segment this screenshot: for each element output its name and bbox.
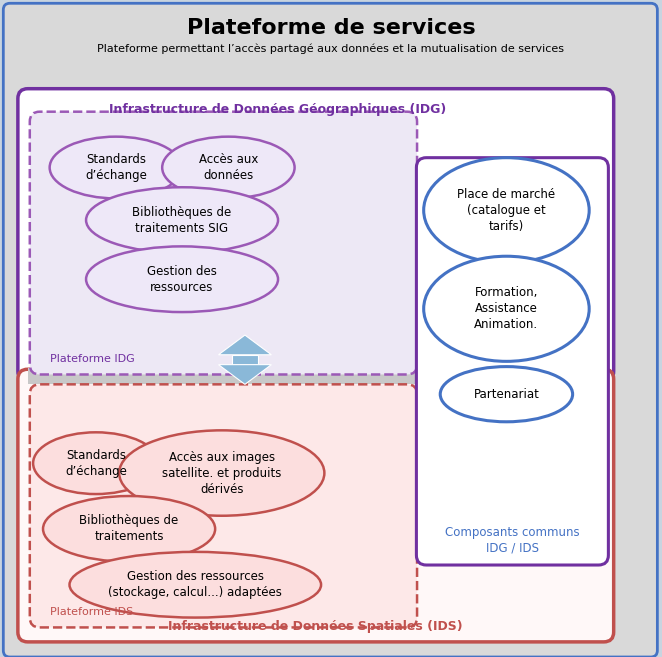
Text: Plateforme permettant l’accès partagé aux données et la mutualisation de service: Plateforme permettant l’accès partagé au… xyxy=(97,43,565,54)
Text: Standards
d’échange: Standards d’échange xyxy=(65,449,127,478)
FancyBboxPatch shape xyxy=(30,384,417,627)
Ellipse shape xyxy=(424,158,589,263)
Ellipse shape xyxy=(33,432,159,494)
Ellipse shape xyxy=(50,137,182,198)
Text: Composants communs
IDG / IDS: Composants communs IDG / IDS xyxy=(445,526,580,554)
Text: Standards
d’échange: Standards d’échange xyxy=(85,153,147,182)
FancyBboxPatch shape xyxy=(416,158,608,565)
Text: Plateforme de services: Plateforme de services xyxy=(187,18,475,37)
Text: Gestion des ressources
(stockage, calcul...) adaptées: Gestion des ressources (stockage, calcul… xyxy=(109,570,282,599)
Ellipse shape xyxy=(43,496,215,562)
Text: Infrastructure de Données Spatiales (IDS): Infrastructure de Données Spatiales (IDS… xyxy=(168,620,463,633)
Text: Formation,
Assistance
Animation.: Formation, Assistance Animation. xyxy=(475,286,538,331)
Ellipse shape xyxy=(440,367,573,422)
Ellipse shape xyxy=(86,187,278,253)
Polygon shape xyxy=(218,365,271,384)
Text: Infrastructure de Données Géographiques (IDG): Infrastructure de Données Géographiques … xyxy=(109,103,447,116)
Text: Partenariat: Partenariat xyxy=(473,388,540,401)
Text: Bibliothèques de
traitements SIG: Bibliothèques de traitements SIG xyxy=(132,206,232,235)
Ellipse shape xyxy=(424,256,589,361)
Text: Bibliothèques de
traitements: Bibliothèques de traitements xyxy=(79,514,179,543)
Text: Accès aux
données: Accès aux données xyxy=(199,153,258,182)
Ellipse shape xyxy=(162,137,295,198)
Text: Place de marché
(catalogue et
tarifs): Place de marché (catalogue et tarifs) xyxy=(457,188,555,233)
Text: Accès aux images
satellite. et produits
dérivés: Accès aux images satellite. et produits … xyxy=(162,451,281,495)
Text: Gestion des
ressources: Gestion des ressources xyxy=(147,265,217,294)
Ellipse shape xyxy=(86,246,278,312)
FancyBboxPatch shape xyxy=(30,112,417,374)
Ellipse shape xyxy=(70,552,321,618)
Text: Plateforme IDS: Plateforme IDS xyxy=(50,607,133,618)
FancyBboxPatch shape xyxy=(3,3,657,657)
Text: Plateforme IDG: Plateforme IDG xyxy=(50,353,134,364)
FancyBboxPatch shape xyxy=(28,368,440,384)
Polygon shape xyxy=(232,355,258,365)
Polygon shape xyxy=(218,335,271,355)
Ellipse shape xyxy=(119,430,324,516)
FancyBboxPatch shape xyxy=(18,89,614,381)
FancyBboxPatch shape xyxy=(18,369,614,642)
